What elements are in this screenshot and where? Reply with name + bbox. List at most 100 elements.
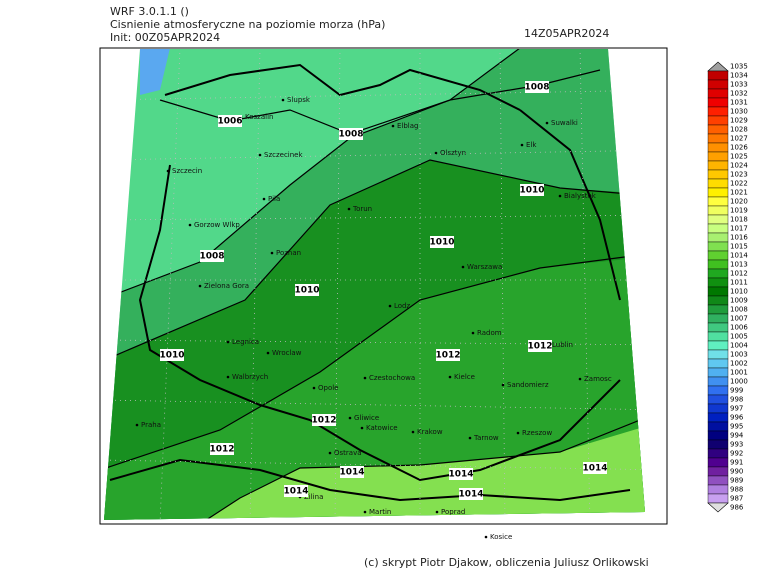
city-label: Martin — [369, 508, 391, 516]
city-label: Poprad — [441, 508, 465, 516]
city-label: Bialystok — [564, 192, 597, 200]
isobar-label-box — [340, 466, 364, 478]
city-dot — [388, 304, 392, 308]
colorbar-label: 1029 — [730, 117, 748, 125]
colorbar-label: 987 — [730, 495, 743, 503]
city-dot — [135, 423, 139, 427]
colorbar-label: 988 — [730, 486, 743, 494]
city-label: Slupsk — [287, 96, 311, 104]
colorbar-label: 989 — [730, 477, 743, 485]
city-dot — [226, 340, 230, 344]
colorbar-cell — [707, 79, 729, 90]
footer: (c) skrypt Piotr Djakow, obliczenia Juli… — [364, 556, 649, 569]
isobar-labels: 1006 1008 1008 1008 1010 1010 1010 1010 1012 1012… — [159, 81, 608, 500]
city-label: Wroclaw — [272, 349, 302, 357]
colorbar-cell — [707, 475, 729, 486]
city-dot — [516, 431, 520, 435]
colorbar-cell — [707, 367, 729, 378]
isobar-label-box — [430, 236, 454, 248]
colorbar-cell — [707, 268, 729, 279]
city-dot — [258, 153, 262, 157]
map-fields: Slupsk Koszalin Elblag Suwalki Szczecinek Ols… — [104, 49, 645, 520]
colorbar-cell — [707, 97, 729, 108]
colorbar-cell — [707, 223, 729, 234]
colorbar-label: 998 — [730, 396, 743, 404]
colorbar-cell — [707, 340, 729, 351]
isobar-label-box — [339, 128, 363, 140]
colorbar-cell — [707, 232, 729, 243]
city-label: Warszawa — [467, 263, 502, 271]
colorbar-cell — [707, 448, 729, 459]
colorbar-label: 1019 — [730, 207, 748, 215]
colorbar-cell — [707, 349, 729, 360]
city-label: Rzeszow — [522, 429, 552, 437]
city-label: Szczecinek — [264, 151, 303, 159]
city-label: Suwalki — [551, 119, 578, 127]
isobar-label: 1010 — [519, 186, 544, 196]
colorbar-label: 997 — [730, 405, 743, 413]
isobar-label: 1006 — [217, 117, 242, 127]
colorbar-cell — [707, 160, 729, 171]
colorbar-cell — [707, 151, 729, 162]
city-label: Zamosc — [584, 375, 612, 383]
city-dot — [198, 284, 202, 288]
colorbar-label: 990 — [730, 468, 743, 476]
init-time: Init: 00Z05APR2024 — [110, 31, 220, 44]
colorbar-label: 999 — [730, 387, 743, 395]
city-label: Czestochowa — [369, 374, 415, 382]
colorbar-label: 1000 — [730, 378, 748, 386]
colorbar-cell — [707, 331, 729, 342]
city-dot — [435, 510, 439, 514]
colorbar-label: 1002 — [730, 360, 748, 368]
colorbar-label: 1034 — [730, 72, 748, 80]
city-dot — [270, 251, 274, 255]
colorbar-label: 1024 — [730, 162, 748, 170]
colorbar-cell — [707, 439, 729, 450]
city-dot — [188, 223, 192, 227]
city-dot — [520, 143, 524, 147]
colorbar-label: 1035 — [730, 63, 748, 71]
city-dot — [363, 510, 367, 514]
colorbar-label: 1010 — [730, 288, 748, 296]
colorbar-cell — [707, 286, 729, 297]
colorbar-cap — [707, 61, 729, 72]
colorbar-label: 1031 — [730, 99, 748, 107]
colorbar-cell — [707, 259, 729, 270]
colorbar-cell — [707, 313, 729, 324]
field-low — [140, 49, 170, 95]
colorbar-cell — [707, 412, 729, 423]
city-dot — [471, 331, 475, 335]
isobar-label-box — [583, 462, 607, 474]
isobar-label: 1010 — [429, 238, 454, 248]
isobar-label-box — [284, 485, 308, 497]
colorbar-label: 1027 — [730, 135, 748, 143]
city-label: Kosice — [490, 533, 512, 541]
isobar-label: 1014 — [339, 468, 364, 478]
city-label: Zielona Gora — [204, 282, 249, 290]
city-dot — [266, 351, 270, 355]
isobar-label-box — [520, 184, 544, 196]
city-label: Walbrzych — [232, 373, 268, 381]
colorbar-label: 994 — [730, 432, 744, 440]
colorbar-label: 1013 — [730, 261, 748, 269]
city-label: Poznan — [276, 249, 301, 257]
isobar-label-box — [200, 250, 224, 262]
colorbar-label: 1017 — [730, 225, 748, 233]
valid-time: 14Z05APR2024 — [524, 27, 609, 40]
city-label: Opole — [318, 384, 339, 392]
colorbar-label: 1015 — [730, 243, 748, 251]
colorbar-cell — [707, 304, 729, 315]
city-dot — [448, 375, 452, 379]
city-dot — [347, 207, 351, 211]
colorbar-cell — [707, 142, 729, 153]
colorbar-label: 1022 — [730, 180, 748, 188]
colorbar-label: 1003 — [730, 351, 748, 359]
colorbar-label: 1008 — [730, 306, 748, 314]
city-dot — [484, 535, 488, 539]
city-dot — [328, 451, 332, 455]
colorbar-label: 1009 — [730, 297, 748, 305]
city-dot — [578, 377, 582, 381]
city-dot — [312, 386, 316, 390]
colorbar-cell — [707, 358, 729, 369]
colorbar-cell — [707, 493, 729, 504]
